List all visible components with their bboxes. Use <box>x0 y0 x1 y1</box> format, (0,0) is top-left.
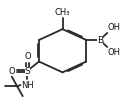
Text: B: B <box>97 37 103 45</box>
Text: O: O <box>24 52 31 61</box>
Text: O: O <box>9 67 16 76</box>
Text: OH: OH <box>108 23 121 32</box>
Text: CH₃: CH₃ <box>55 8 70 17</box>
Text: S: S <box>25 67 30 76</box>
Text: OH: OH <box>108 48 121 56</box>
Text: NH: NH <box>21 81 34 90</box>
